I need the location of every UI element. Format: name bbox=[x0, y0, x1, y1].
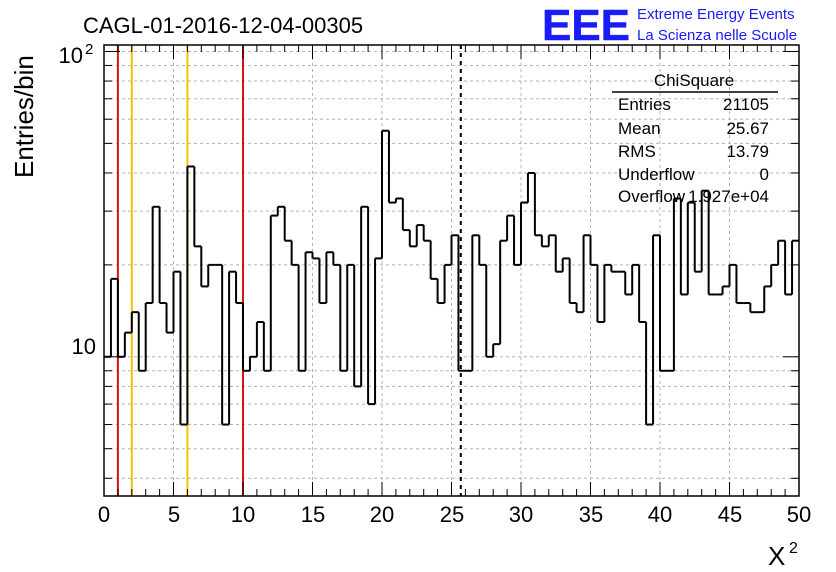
stats-label-overflow: Overflow bbox=[618, 187, 686, 206]
x-axis-label-main: X bbox=[768, 541, 785, 571]
y-axis-label: Entries/bin bbox=[9, 55, 39, 178]
logo-line1: Extreme Energy Events bbox=[637, 6, 795, 23]
stats-value-underflow: 0 bbox=[760, 165, 769, 184]
y-tick-labels: 10 10 2 bbox=[59, 41, 96, 359]
x-tick-label: 10 bbox=[231, 502, 255, 527]
x-axis-label-superscript: 2 bbox=[789, 540, 798, 557]
stats-value-mean: 25.67 bbox=[726, 119, 769, 138]
x-tick-label: 20 bbox=[370, 502, 394, 527]
x-tick-label: 5 bbox=[168, 502, 180, 527]
x-tick-label: 45 bbox=[718, 502, 742, 527]
axes-layer bbox=[103, 44, 800, 497]
eee-logo: EEE Extreme Energy Events La Scienza nel… bbox=[542, 1, 797, 51]
x-tick-label: 35 bbox=[579, 502, 603, 527]
stats-box: ChiSquare Entries 21105 Mean 25.67 RMS 1… bbox=[612, 71, 778, 206]
logo-mark: EEE bbox=[542, 1, 630, 50]
x-tick-label: 50 bbox=[787, 502, 811, 527]
x-tick-label: 0 bbox=[98, 502, 110, 527]
y-tick-exponent: 2 bbox=[85, 41, 93, 58]
chart-title: CAGL-01-2016-12-04-00305 bbox=[83, 13, 363, 38]
stats-label-entries: Entries bbox=[618, 95, 671, 114]
stats-label-mean: Mean bbox=[618, 119, 661, 138]
y-tick-label-100: 10 bbox=[59, 43, 83, 68]
stats-value-rms: 13.79 bbox=[726, 142, 769, 161]
x-tick-label: 40 bbox=[648, 502, 672, 527]
stats-label-rms: RMS bbox=[618, 142, 656, 161]
x-tick-label: 30 bbox=[509, 502, 533, 527]
stats-box-title: ChiSquare bbox=[654, 71, 734, 90]
x-tick-labels: 0 5 10 15 20 25 30 35 40 45 50 bbox=[98, 502, 811, 527]
x-tick-label: 25 bbox=[440, 502, 464, 527]
logo-line2: La Scienza nelle Scuole bbox=[637, 27, 797, 44]
y-tick-label-10: 10 bbox=[72, 334, 96, 359]
x-axis-label: X 2 bbox=[768, 540, 798, 571]
stats-label-underflow: Underflow bbox=[618, 165, 695, 184]
stats-value-overflow: 1.927e+04 bbox=[688, 187, 769, 206]
stats-value-entries: 21105 bbox=[723, 95, 769, 114]
x-tick-label: 15 bbox=[301, 502, 325, 527]
